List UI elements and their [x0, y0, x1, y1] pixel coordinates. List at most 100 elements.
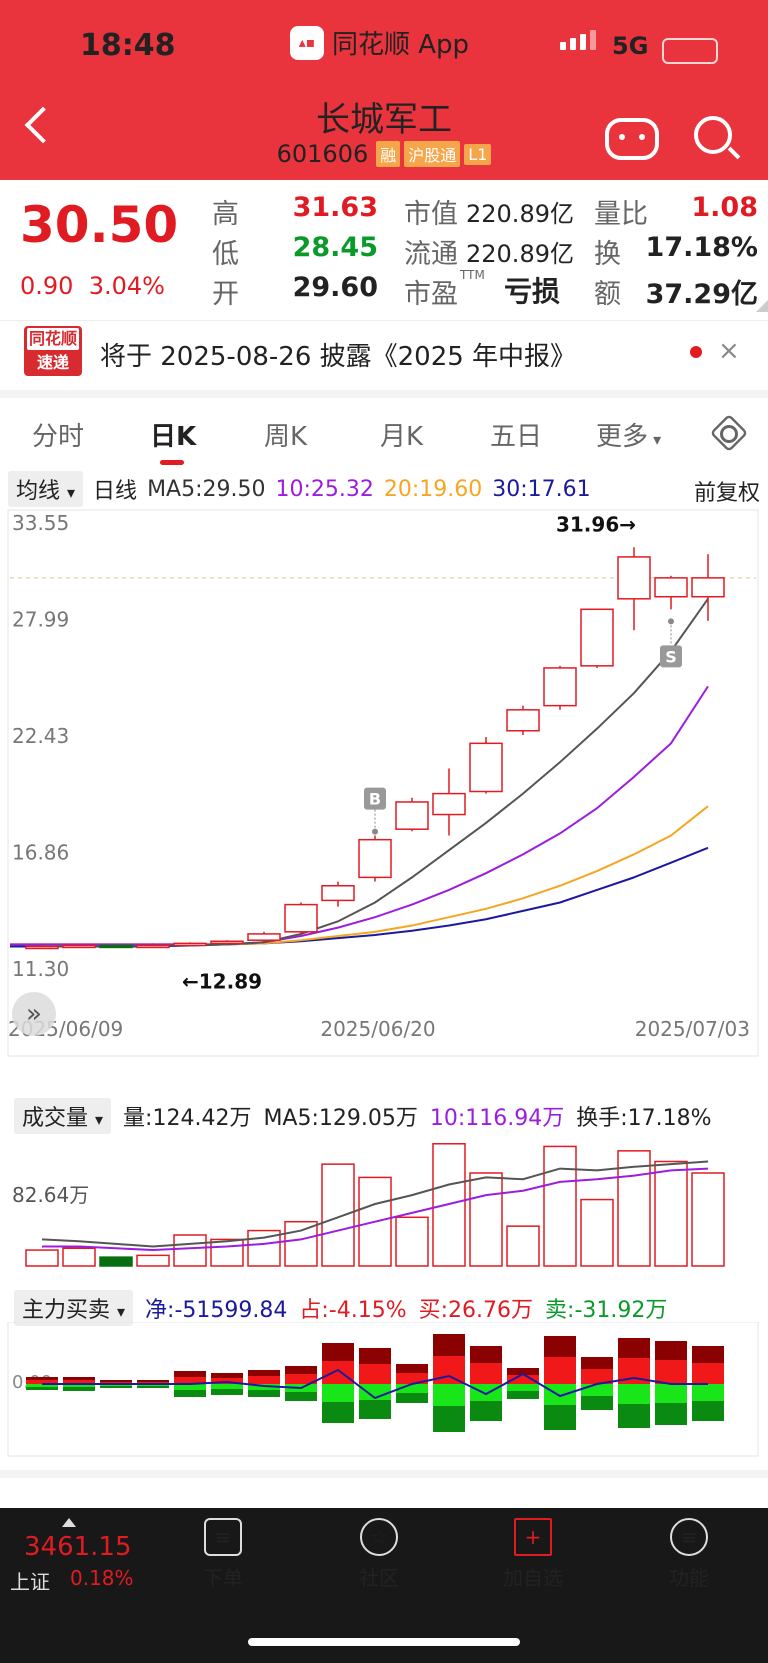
- flow-bar-superlarge-sell: [26, 1387, 58, 1390]
- candle-body: [617, 556, 651, 600]
- ma20-value: 20:19.60: [383, 476, 483, 502]
- tag-margin: 融: [376, 141, 401, 167]
- flow-bar-superlarge-sell: [285, 1392, 317, 1401]
- amount-value: 37.29亿: [645, 279, 758, 310]
- nav-community-label: 社区: [359, 1566, 399, 1590]
- flow-bar-superlarge-buy: [285, 1366, 317, 1374]
- max-price-label: 31.96→: [556, 512, 636, 536]
- news-logo: 同花顺 速递: [24, 326, 82, 376]
- tab-intraday[interactable]: 分时: [32, 422, 85, 452]
- app-name-label: 同花顺 App: [332, 30, 470, 60]
- flow-bar-large-sell: [322, 1384, 354, 1402]
- line-type: 日线: [93, 479, 138, 504]
- chevron-down-icon: ▾: [117, 1302, 126, 1321]
- flow-bar-large-buy: [285, 1374, 317, 1384]
- flow-bar-large-buy: [396, 1373, 428, 1384]
- tab-weekly-k[interactable]: 周K: [264, 422, 308, 452]
- volume-bar: [210, 1238, 244, 1267]
- news-text[interactable]: 将于 2025-08-26 披露《2025 年中报》: [100, 342, 577, 372]
- ma10-value: 10:25.32: [275, 476, 374, 502]
- flow-bar-superlarge-buy: [507, 1368, 539, 1375]
- flow-bar-superlarge-sell: [248, 1390, 280, 1397]
- volume-bar: [321, 1163, 355, 1267]
- flow-bar-superlarge-sell: [618, 1404, 650, 1428]
- price-change: 0.90 3.04%: [20, 272, 165, 300]
- index-up-arrow-icon: [62, 1518, 76, 1527]
- settings-dot-icon: [720, 425, 738, 443]
- ma-selector[interactable]: 均线 ▾: [8, 471, 84, 507]
- candle: [173, 942, 207, 947]
- stock-code: 601606: [276, 140, 369, 168]
- flow-bar-large-buy: [692, 1363, 724, 1384]
- candle: [62, 944, 96, 949]
- flow-bar-superlarge-buy: [655, 1341, 687, 1360]
- flow-bar-superlarge-sell: [544, 1405, 576, 1430]
- adjust-mode[interactable]: 前复权: [693, 481, 760, 506]
- volume-selector[interactable]: 成交量 ▾: [14, 1098, 112, 1134]
- candle-body: [247, 933, 281, 941]
- flow-net-line: [42, 1368, 708, 1400]
- news-bar[interactable]: [0, 320, 768, 387]
- candle: [543, 665, 577, 710]
- section-divider: [0, 1470, 768, 1478]
- flow-bar-superlarge-sell: [433, 1406, 465, 1432]
- search-icon[interactable]: [694, 116, 732, 154]
- network-label: 5G: [612, 32, 649, 60]
- chevron-down-icon: ▾: [95, 1110, 104, 1129]
- flow-bar-large-buy: [174, 1377, 206, 1384]
- section-divider: [0, 390, 768, 398]
- nav-community-button[interactable]: ☆ 社区: [334, 1514, 424, 1591]
- pe-ttm-label: TTM: [460, 268, 485, 282]
- expand-corner-icon[interactable]: [756, 300, 768, 312]
- flow-net: 净:-51599.84: [145, 1298, 288, 1323]
- chevron-down-icon: ▾: [67, 483, 76, 502]
- flow-bar-large-sell: [655, 1384, 687, 1403]
- battery-icon: [662, 38, 718, 64]
- nav-add-label: 加自选: [503, 1566, 563, 1590]
- flow-share: 占:-4.15%: [299, 1298, 407, 1323]
- volume-chart: 82.64万: [12, 1143, 725, 1267]
- flow-bar-superlarge-buy: [63, 1377, 95, 1380]
- volume-bar: [284, 1220, 318, 1267]
- index-value[interactable]: 3461.15: [24, 1532, 132, 1562]
- news-logo-bottom: 速递: [36, 353, 69, 372]
- volume_ma10-line: [42, 1167, 709, 1252]
- y-tick-label: 22.43: [12, 724, 69, 748]
- nav-order-button[interactable]: ≡ 下单: [178, 1514, 268, 1591]
- volume-info-row: 成交量 ▾ 量:124.42万 MA5:129.05万 10:116.94万 换…: [14, 1098, 712, 1134]
- news-close-button[interactable]: ×: [718, 336, 740, 366]
- candle-body: [432, 792, 466, 816]
- volume-tick-label: 82.64万: [12, 1183, 89, 1207]
- flow-selector[interactable]: 主力买卖 ▾: [14, 1290, 134, 1326]
- tab-more[interactable]: 更多 ▾: [596, 416, 661, 453]
- volume-bar: [99, 1256, 133, 1267]
- high-label: 高: [212, 199, 239, 230]
- assistant-robot-icon[interactable]: [605, 118, 659, 160]
- volume-selector-label: 成交量: [22, 1106, 89, 1131]
- candle: [432, 768, 466, 836]
- flow-bar-superlarge-sell: [581, 1396, 613, 1410]
- flow-selector-label: 主力买卖: [22, 1298, 111, 1323]
- tab-daily-k[interactable]: 日K: [150, 422, 197, 452]
- turnover-rate: 换手:17.18%: [576, 1106, 712, 1131]
- candle: [580, 608, 614, 668]
- candle: [654, 575, 688, 610]
- change-pct: 3.04%: [88, 272, 165, 300]
- tab-five-day[interactable]: 五日: [490, 422, 543, 452]
- min-price-label: ←12.89: [182, 970, 262, 994]
- flow-bar-superlarge-sell: [174, 1390, 206, 1397]
- nav-function-button[interactable]: ≡ 功能: [644, 1514, 734, 1591]
- flow-bar-large-buy: [322, 1361, 354, 1384]
- marker-dot: [668, 618, 674, 625]
- flow-bar-large-sell: [470, 1384, 502, 1401]
- candle-body: [358, 838, 392, 879]
- expand-left-icon[interactable]: »: [12, 992, 56, 1036]
- volume_ma5-line: [41, 1160, 709, 1248]
- tab-monthly-k[interactable]: 月K: [380, 422, 424, 452]
- nav-add-watchlist-button[interactable]: + 加自选: [488, 1514, 578, 1591]
- ma-row: 均线 ▾ 日线 MA5:29.50 10:25.32 20:19.60 30:1…: [8, 471, 760, 507]
- ma30-value: 30:17.61: [492, 476, 591, 502]
- flow-bar-large-buy: [470, 1363, 502, 1384]
- candle: [395, 797, 429, 832]
